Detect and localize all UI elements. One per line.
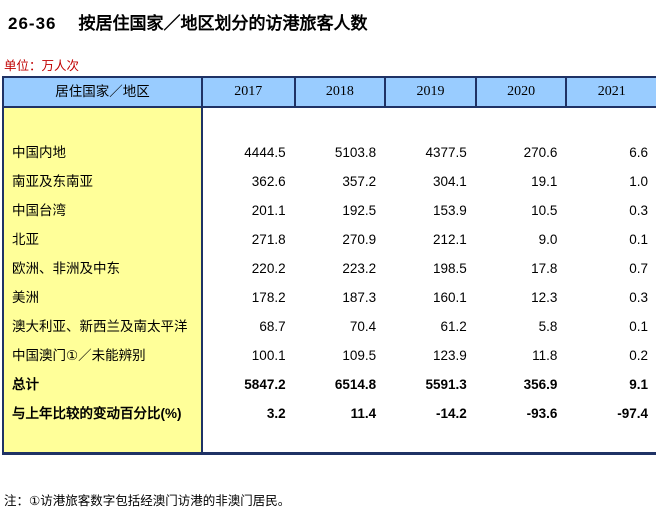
row-value: 19.1 <box>474 167 566 196</box>
row-value: 270.6 <box>474 138 566 167</box>
row-value: 17.8 <box>474 254 566 283</box>
row-value: 6.6 <box>565 138 656 167</box>
row-label: 中国台湾 <box>4 196 203 225</box>
table-row: 美洲 178.2 187.3 160.1 12.3 0.3 <box>4 283 656 312</box>
table-header-row: 居住国家／地区 2017 2018 2019 2020 2021 <box>4 78 656 108</box>
row-label: 澳大利亚、新西兰及南太平洋 <box>4 312 203 341</box>
row-value: 9.1 <box>565 370 656 399</box>
row-value: 100.1 <box>203 341 294 370</box>
row-value: 70.4 <box>293 312 385 341</box>
row-label: 与上年比较的变动百分比(%) <box>4 399 203 428</box>
row-value: 270.9 <box>293 225 385 254</box>
row-label: 总计 <box>4 370 203 399</box>
row-label: 中国内地 <box>4 138 203 167</box>
table-row: 北亚 271.8 270.9 212.1 9.0 0.1 <box>4 225 656 254</box>
row-value: 11.4 <box>293 399 385 428</box>
header-year-2018: 2018 <box>293 78 385 106</box>
row-value: 3.2 <box>203 399 294 428</box>
row-value: 0.2 <box>565 341 656 370</box>
table-row: 澳大利亚、新西兰及南太平洋 68.7 70.4 61.2 5.8 0.1 <box>4 312 656 341</box>
table-row: 与上年比较的变动百分比(%) 3.2 11.4 -14.2 -93.6 -97.4 <box>4 399 656 428</box>
table-number: 26-36 <box>8 14 57 33</box>
table-row: 欧洲、非洲及中东 220.2 223.2 198.5 17.8 0.7 <box>4 254 656 283</box>
row-value: 0.1 <box>565 225 656 254</box>
row-value: 192.5 <box>293 196 385 225</box>
row-value: -97.4 <box>565 399 656 428</box>
row-label: 美洲 <box>4 283 203 312</box>
row-value: 187.3 <box>293 283 385 312</box>
row-value: 10.5 <box>474 196 566 225</box>
footnote: 注：①访港旅客数字包括经澳门访港的非澳门居民。 <box>4 494 291 508</box>
spacer-cell <box>203 108 294 138</box>
table-bottom-spacer <box>4 428 656 452</box>
label-column-spacer <box>4 108 203 138</box>
label-column-spacer <box>4 428 203 452</box>
spacer-cell <box>384 108 475 138</box>
spacer-cell <box>293 428 385 452</box>
row-value: 4377.5 <box>384 138 475 167</box>
row-value: 5103.8 <box>293 138 385 167</box>
spacer-cell <box>474 428 566 452</box>
row-value: 5.8 <box>474 312 566 341</box>
table-row: 中国内地 4444.5 5103.8 4377.5 270.6 6.6 <box>4 138 656 167</box>
table-row: 中国澳门①／未能辨别 100.1 109.5 123.9 11.8 0.2 <box>4 341 656 370</box>
row-label: 南亚及东南亚 <box>4 167 203 196</box>
row-value: 304.1 <box>384 167 475 196</box>
spacer-cell <box>565 428 656 452</box>
spacer-cell <box>565 108 656 138</box>
row-value: 0.7 <box>565 254 656 283</box>
spacer-cell <box>384 428 475 452</box>
row-value: 357.2 <box>293 167 385 196</box>
unit-label: 单位：万人次 <box>4 59 80 73</box>
header-year-2020: 2020 <box>474 78 566 106</box>
row-value: 1.0 <box>565 167 656 196</box>
row-value: 5847.2 <box>203 370 294 399</box>
table-row: 总计 5847.2 6514.8 5591.3 356.9 9.1 <box>4 370 656 399</box>
visitor-arrivals-table: 居住国家／地区 2017 2018 2019 2020 2021 中国内地 4444.5 5… <box>2 76 656 455</box>
row-label: 欧洲、非洲及中东 <box>4 254 203 283</box>
header-country-region: 居住国家／地区 <box>4 78 203 106</box>
table-row: 中国台湾 201.1 192.5 153.9 10.5 0.3 <box>4 196 656 225</box>
table-row: 南亚及东南亚 362.6 357.2 304.1 19.1 1.0 <box>4 167 656 196</box>
row-value: -14.2 <box>384 399 475 428</box>
row-value: 109.5 <box>293 341 385 370</box>
row-value: 9.0 <box>474 225 566 254</box>
row-value: 12.3 <box>474 283 566 312</box>
row-value: 362.6 <box>203 167 294 196</box>
header-year-2019: 2019 <box>384 78 475 106</box>
row-value: 5591.3 <box>384 370 475 399</box>
row-value: 271.8 <box>203 225 294 254</box>
spacer-cell <box>474 108 566 138</box>
row-value: 0.3 <box>565 196 656 225</box>
page-title: 26-36 按居住国家／地区划分的访港旅客人数 <box>8 9 367 34</box>
row-value: 212.1 <box>384 225 475 254</box>
row-value: 160.1 <box>384 283 475 312</box>
row-value: 198.5 <box>384 254 475 283</box>
table-top-spacer <box>4 108 656 138</box>
row-value: 223.2 <box>293 254 385 283</box>
row-value: 11.8 <box>474 341 566 370</box>
header-year-2017: 2017 <box>234 84 263 99</box>
row-value: 6514.8 <box>293 370 385 399</box>
table-title-text: 按居住国家／地区划分的访港旅客人数 <box>78 14 368 33</box>
row-label: 北亚 <box>4 225 203 254</box>
row-value: 61.2 <box>384 312 475 341</box>
spacer-cell <box>293 108 385 138</box>
row-value: 4444.5 <box>203 138 294 167</box>
spacer-cell <box>203 428 294 452</box>
table-body: 中国内地 4444.5 5103.8 4377.5 270.6 6.6 南亚及东南亚 362.… <box>4 108 656 452</box>
row-value: 201.1 <box>203 196 294 225</box>
row-label: 中国澳门①／未能辨别 <box>4 341 203 370</box>
row-value: 0.3 <box>565 283 656 312</box>
row-value: 356.9 <box>474 370 566 399</box>
row-value: 153.9 <box>384 196 475 225</box>
row-value: -93.6 <box>474 399 566 428</box>
row-value: 123.9 <box>384 341 475 370</box>
row-value: 0.1 <box>565 312 656 341</box>
row-value: 220.2 <box>203 254 294 283</box>
header-year-2021: 2021 <box>565 78 656 106</box>
row-value: 178.2 <box>203 283 294 312</box>
row-value: 68.7 <box>203 312 294 341</box>
